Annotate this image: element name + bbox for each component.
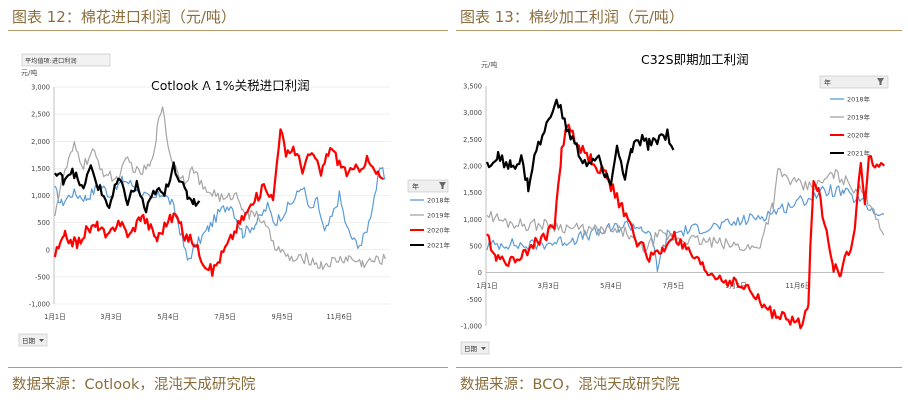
y-tick-label: 0 — [478, 269, 482, 277]
y-tick-label: 1,500 — [31, 165, 50, 173]
right-top-rule — [456, 30, 902, 31]
series-line-2021 — [485, 98, 675, 193]
y-tick-label: -500 — [467, 296, 482, 304]
left-bottom-rule — [8, 367, 448, 368]
right-bottom-rule — [456, 367, 902, 368]
y-tick-label: 2,500 — [463, 136, 482, 144]
legend-entry: 2020年 — [847, 131, 871, 140]
y-tick-label: -1,000 — [29, 301, 50, 309]
series-line-2021 — [54, 161, 201, 214]
series-line-2018 — [54, 166, 386, 261]
series-line-2019 — [54, 106, 386, 270]
x-tick-label: 9月5日 — [272, 313, 294, 321]
y-tick-label: 2,000 — [31, 138, 50, 146]
series-line-2018 — [486, 184, 885, 272]
y-tick-label: 3,500 — [463, 83, 482, 91]
legend: 年 2018年 2019年 2020年 2021年 — [819, 75, 889, 158]
left-source: 数据来源：Cotlook，混沌天成研究院 — [12, 377, 256, 393]
series-line-2020 — [486, 123, 885, 330]
y-tick-label: 3,000 — [463, 109, 482, 117]
y-tick-label: -500 — [35, 273, 50, 281]
y-tick-label: 500 — [469, 243, 482, 251]
dropdown-arrow-icon — [481, 347, 486, 350]
y-tick-label: 2,500 — [31, 111, 50, 119]
filter-icon — [877, 78, 884, 85]
x-tick-label: 1月1日 — [476, 282, 498, 290]
legend-entry: 2018年 — [847, 95, 871, 104]
x-tick-label: 3月3日 — [538, 282, 560, 290]
x-tick-label: 9月5日 — [725, 282, 747, 290]
filter-icon — [439, 182, 446, 189]
dropdown-arrow-icon — [39, 339, 44, 342]
left-figure-caption: 图表 12：棉花进口利润（元/吨） — [12, 8, 236, 26]
x-tick-label: 3月3日 — [100, 313, 122, 321]
cotton-import-profit-chart: 平均值项:进口利润 元/吨 Cotlook A 1%关税进口利润 3,000 2,… — [18, 53, 450, 347]
x-tick-label: 5月4日 — [157, 313, 179, 321]
legend-header-button[interactable]: 年 — [819, 75, 889, 89]
y-tick-label: 2,000 — [463, 163, 482, 171]
legend: 年 2018年 2019年 2020年 2021年 — [407, 179, 450, 250]
date-filter-label: 日期 — [464, 345, 478, 353]
x-tick-label: 7月5日 — [214, 313, 236, 321]
y-tick-label: -1,000 — [461, 323, 482, 331]
y-tick-label: 500 — [37, 219, 50, 227]
left-top-rule — [8, 30, 448, 31]
x-tick-label: 11月6日 — [326, 313, 352, 321]
x-tick-label: 11月6日 — [785, 282, 811, 290]
legend-header-label: 年 — [412, 182, 419, 191]
y-unit-label: 元/吨 — [481, 60, 497, 69]
right-source: 数据来源：BCO，混沌天成研究院 — [460, 377, 680, 393]
legend-entry: 2021年 — [847, 149, 871, 158]
x-tick-label: 7月5日 — [663, 282, 685, 290]
x-tick-label: 5月4日 — [600, 282, 622, 290]
legend-entry: 2019年 — [847, 113, 871, 122]
value-filter-button[interactable]: 平均值项:进口利润 — [21, 53, 111, 67]
x-tick-label: 1月1日 — [44, 313, 66, 321]
y-tick-label: 1,500 — [463, 189, 482, 197]
yarn-processing-profit-chart: 元/吨 C32S即期加工利润 3,500 3,000 2,500 2,000 1,500… — [460, 52, 889, 355]
chart-title: Cotlook A 1%关税进口利润 — [151, 78, 310, 93]
date-filter-button[interactable]: 日期 — [460, 341, 490, 355]
right-figure-caption: 图表 13：棉纱加工利润（元/吨） — [460, 8, 684, 26]
date-filter-label: 日期 — [22, 337, 36, 345]
legend-entry: 2020年 — [427, 226, 450, 235]
legend-header-label: 年 — [824, 78, 831, 87]
y-unit-label: 元/吨 — [21, 68, 37, 77]
legend-header-button[interactable]: 年 — [407, 179, 449, 193]
date-filter-button[interactable]: 日期 — [18, 333, 48, 347]
y-tick-label: 3,000 — [31, 84, 50, 92]
legend-entry: 2021年 — [427, 241, 450, 250]
y-tick-label: 1,000 — [31, 192, 50, 200]
y-tick-label: 1,000 — [463, 216, 482, 224]
y-tick-label: 0 — [46, 246, 50, 254]
legend-entry: 2018年 — [427, 196, 450, 205]
series-line-2020 — [53, 128, 385, 277]
legend-entry: 2019年 — [427, 211, 450, 220]
value-filter-button-label: 平均值项:进口利润 — [25, 57, 77, 65]
chart-title: C32S即期加工利润 — [641, 52, 749, 67]
